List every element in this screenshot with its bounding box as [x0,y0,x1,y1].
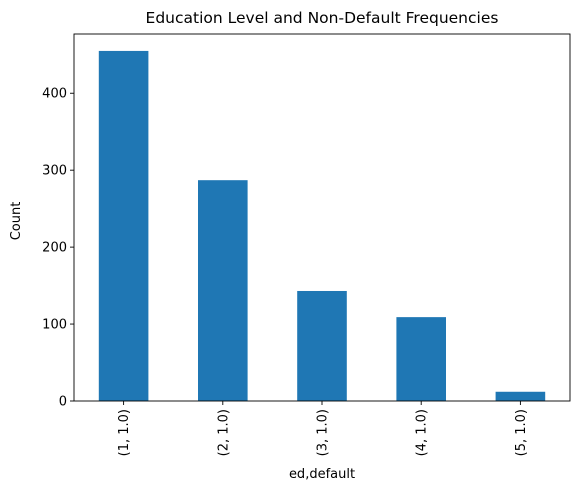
x-axis-label: ed,default [289,467,355,482]
x-tick-label-2: (2, 1.0) [216,409,231,456]
chart-title: Education Level and Non-Default Frequenc… [146,9,499,27]
y-tick-label-100: 100 [42,318,67,333]
bar-2 [198,180,248,401]
y-tick-label-200: 200 [42,241,67,256]
y-tick-label-0: 0 [59,395,67,410]
bar-1 [98,50,149,401]
x-tick-label-4: (4, 1.0) [415,409,430,456]
x-tick-label-5: (5, 1.0) [514,409,529,456]
bar-5 [495,391,546,401]
x-tick-label-3: (3, 1.0) [316,409,331,456]
x-tick-label-1: (1, 1.0) [117,409,132,456]
plot-area: 0 100 200 300 400 (1, 1.0) (2, 1.0) (3, 1.0) (4,… [42,33,571,456]
bar-4 [396,317,446,401]
bar-3 [297,290,347,401]
y-axis-label: Count [9,202,24,241]
y-tick-label-400: 400 [42,87,67,102]
y-tick-label-300: 300 [42,164,67,179]
